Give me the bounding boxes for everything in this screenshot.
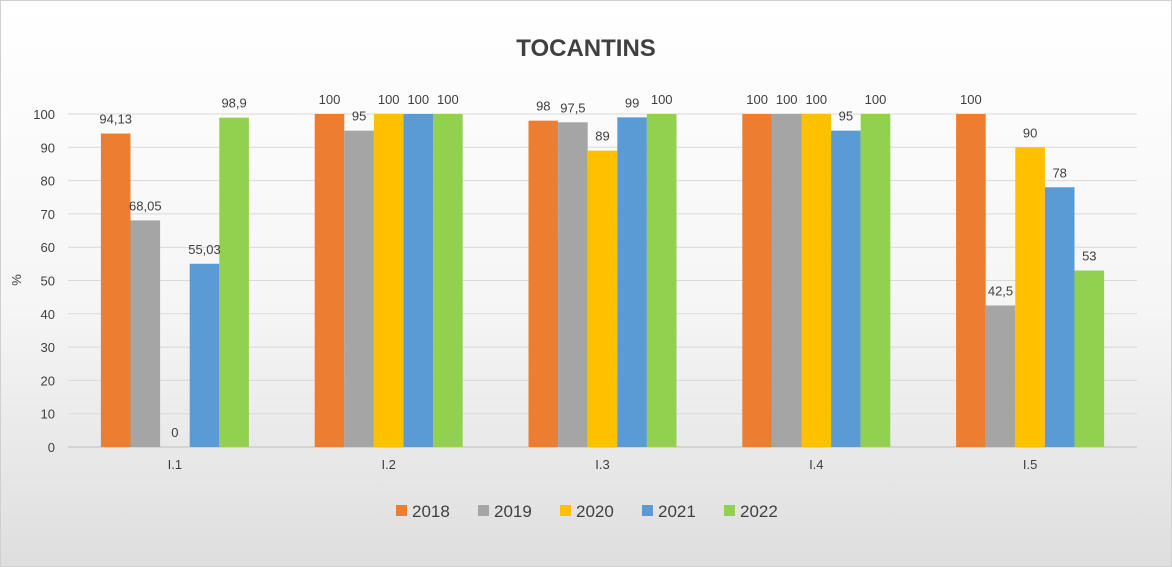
bars	[100, 114, 1105, 448]
legend-label: 2022	[740, 502, 778, 521]
bar-2018-I.5	[956, 114, 986, 447]
data-labels: 94,13 68,05 0 55,03 98,9 100 95 100 100 100 98 97,5…	[99, 92, 1096, 440]
data-label: 90	[1023, 125, 1037, 140]
legend-swatch-2021	[642, 505, 653, 516]
data-label: 94,13	[99, 112, 132, 127]
legend-label: 2019	[494, 502, 532, 521]
legend-swatch-2019	[478, 505, 489, 516]
y-tick-label: 50	[41, 274, 55, 289]
y-tick-label: 40	[41, 307, 55, 322]
y-tick-label: 100	[33, 107, 55, 122]
data-label: 95	[352, 109, 366, 124]
bar-2019-I.5	[985, 305, 1016, 447]
data-label: 95	[839, 109, 853, 124]
legend: 2018 2019 2020 2021 2022	[396, 502, 778, 521]
bar-2019-I.2	[344, 130, 374, 447]
data-label: 42,5	[988, 283, 1013, 298]
bar-2021-I.4	[831, 130, 861, 447]
y-tick-label: 10	[41, 407, 55, 422]
data-label: 100	[805, 92, 827, 107]
bar-2022-I.4	[860, 114, 891, 447]
legend-label: 2018	[412, 502, 450, 521]
bar-2018-I.1	[100, 133, 131, 447]
y-tick-label: 70	[41, 207, 55, 222]
data-label: 100	[865, 92, 887, 107]
x-tick-label: I.3	[595, 457, 609, 472]
bar-2019-I.1	[130, 220, 161, 447]
x-tick-label: I.1	[168, 457, 182, 472]
bar-2022-I.1	[219, 117, 249, 448]
y-tick-label: 90	[41, 140, 55, 155]
data-label: 68,05	[129, 198, 162, 213]
data-label: 0	[171, 425, 178, 440]
data-label: 100	[319, 92, 341, 107]
data-label: 100	[651, 92, 673, 107]
bar-2021-I.5	[1044, 187, 1075, 447]
legend-swatch-2018	[396, 505, 407, 516]
data-label: 100	[746, 92, 768, 107]
data-label: 98	[536, 99, 550, 114]
bar-2022-I.3	[646, 114, 677, 447]
y-tick-label: 80	[41, 174, 55, 189]
legend-swatch-2020	[560, 505, 571, 516]
legend-swatch-2022	[724, 505, 735, 516]
bar-2018-I.4	[742, 114, 772, 447]
data-label: 100	[378, 92, 400, 107]
bar-2021-I.2	[403, 114, 434, 447]
bar-2018-I.2	[314, 114, 345, 447]
legend-label: 2021	[658, 502, 696, 521]
bar-2020-I.2	[373, 114, 404, 447]
bar-2018-I.3	[528, 120, 559, 447]
y-axis-label: %	[9, 274, 24, 286]
bar-2019-I.4	[771, 114, 802, 447]
bar-2022-I.2	[433, 114, 463, 447]
x-tick-label: I.5	[1023, 457, 1037, 472]
data-label: 100	[407, 92, 429, 107]
y-tick-label: 60	[41, 240, 55, 255]
data-label: 100	[960, 92, 982, 107]
data-label: 55,03	[188, 242, 221, 257]
data-label: 98,9	[221, 96, 246, 111]
legend-label: 2020	[576, 502, 614, 521]
y-tick-label: 0	[48, 440, 55, 455]
x-tick-label: I.4	[809, 457, 823, 472]
data-label: 53	[1082, 249, 1096, 264]
bar-2019-I.3	[558, 122, 588, 447]
x-tick-label: I.2	[381, 457, 395, 472]
data-label: 89	[595, 129, 609, 144]
y-tick-label: 20	[41, 373, 55, 388]
bar-2021-I.1	[189, 263, 220, 447]
x-axis-ticks: I.1 I.2 I.3 I.4 I.5	[168, 457, 1038, 472]
data-label: 78	[1052, 165, 1066, 180]
bar-2022-I.5	[1074, 270, 1105, 447]
bar-2020-I.5	[1015, 147, 1045, 448]
bar-2021-I.3	[617, 117, 647, 447]
chart-title: TOCANTINS	[516, 35, 656, 62]
bar-2020-I.3	[587, 150, 618, 447]
y-axis-ticks: 0 10 20 30 40 50 60 70 80 90 100	[33, 107, 55, 455]
data-label: 97,5	[560, 100, 585, 115]
data-label: 100	[776, 92, 798, 107]
data-label: 100	[437, 92, 459, 107]
data-label: 99	[625, 95, 639, 110]
y-tick-label: 30	[41, 340, 55, 355]
bar-2020-I.4	[801, 114, 832, 447]
